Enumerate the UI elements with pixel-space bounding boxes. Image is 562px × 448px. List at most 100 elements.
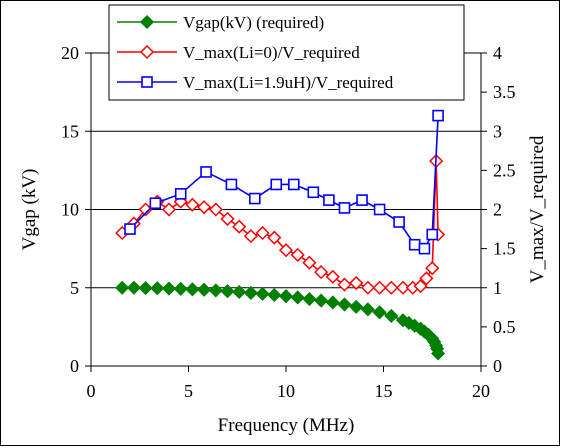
data-point — [393, 216, 405, 228]
y2-tick-label: 3 — [493, 121, 502, 141]
data-point — [360, 280, 375, 295]
data-point — [249, 192, 261, 205]
data-point — [372, 280, 387, 295]
x-axis-title: Frequency (MHz) — [218, 415, 355, 436]
series-2 — [124, 109, 444, 255]
data-point — [425, 261, 440, 276]
y2-tick-label: 2 — [493, 200, 502, 220]
series-layer — [115, 109, 446, 361]
legend-label: V_max(Li=0)/V_required — [183, 43, 360, 62]
data-point — [220, 284, 235, 299]
legend: Vgap(kV) (required) V_max(Li=0)/V_require… — [108, 4, 465, 101]
y2-axis-title: V_max/V_required — [527, 135, 548, 283]
data-point — [267, 230, 282, 245]
data-point — [173, 281, 188, 296]
data-point — [185, 282, 200, 297]
data-point — [432, 109, 444, 122]
x-tick-label: 10 — [277, 381, 295, 401]
legend-items: Vgap(kV) (required) V_max(Li=0)/V_require… — [117, 13, 394, 92]
data-point — [325, 269, 340, 284]
y2-tick-label: 2.5 — [493, 160, 516, 180]
data-point — [356, 194, 368, 206]
data-point — [225, 178, 238, 191]
data-point — [302, 291, 317, 307]
data-point — [267, 287, 282, 303]
y2-tick-label: 0 — [493, 356, 502, 376]
data-point — [149, 197, 162, 210]
data-point — [126, 280, 141, 295]
data-point — [161, 202, 177, 217]
data-point — [290, 247, 305, 262]
y-tick-label: 5 — [70, 278, 79, 298]
data-point — [200, 166, 212, 178]
data-point — [384, 280, 399, 295]
legend-item: V_max(Li=1.9uH)/V_required — [117, 73, 394, 92]
series-line — [129, 115, 439, 250]
x-tick-label: 15 — [375, 381, 393, 401]
legend-label: V_max(Li=1.9uH)/V_required — [183, 73, 394, 92]
data-point — [232, 284, 247, 300]
legend-marker — [139, 14, 155, 30]
data-point — [323, 194, 335, 206]
data-point — [419, 271, 434, 286]
y-tick-label: 20 — [61, 43, 79, 63]
data-point — [287, 178, 300, 191]
legend-marker — [141, 76, 153, 88]
y2-tick-label: 3.5 — [493, 82, 516, 102]
data-point — [290, 290, 305, 305]
data-point — [338, 202, 351, 214]
y2-tick-label: 1 — [493, 278, 502, 298]
legend-label: Vgap(kV) (required) — [183, 13, 324, 32]
data-point — [243, 229, 258, 244]
data-point — [302, 255, 317, 270]
data-point — [150, 281, 165, 296]
data-point — [307, 186, 320, 199]
data-point — [337, 297, 352, 312]
data-point — [174, 188, 187, 200]
data-point — [395, 280, 411, 295]
data-point — [208, 202, 223, 217]
data-point — [255, 286, 270, 301]
data-point — [208, 283, 223, 298]
x-tick-label: 5 — [184, 381, 193, 401]
data-point — [384, 308, 399, 323]
legend-item: V_max(Li=0)/V_required — [117, 43, 360, 62]
data-point — [197, 200, 212, 215]
legend-marker — [139, 44, 155, 60]
data-point — [360, 302, 375, 317]
data-point — [270, 178, 283, 191]
data-point — [373, 203, 386, 216]
data-point — [314, 265, 329, 280]
data-point — [243, 285, 258, 300]
y-tick-label: 15 — [61, 121, 79, 141]
y-tick-label: 0 — [70, 356, 79, 376]
data-point — [124, 223, 136, 235]
data-point — [418, 242, 431, 255]
x-tick-label: 20 — [472, 381, 490, 401]
y-axis-title: Vgap (kV) — [19, 169, 40, 251]
data-point — [426, 228, 439, 241]
data-point — [325, 295, 340, 310]
y2-tick-label: 4 — [493, 43, 502, 63]
data-point — [408, 238, 421, 251]
data-point — [161, 281, 177, 296]
data-point — [372, 305, 387, 320]
data-point — [337, 277, 352, 292]
data-point — [278, 289, 294, 304]
data-point — [185, 197, 200, 212]
data-point — [278, 243, 294, 258]
data-point — [232, 219, 247, 234]
data-point — [314, 293, 329, 308]
y2-tick-label: 1.5 — [493, 239, 516, 259]
data-point — [431, 346, 446, 361]
x-tick-label: 0 — [87, 381, 96, 401]
series-0 — [115, 280, 446, 361]
data-point — [138, 281, 153, 296]
data-point — [197, 282, 212, 297]
data-point — [349, 275, 364, 291]
y2-tick-label: 0.5 — [493, 317, 516, 337]
data-point — [413, 279, 428, 294]
legend-item: Vgap(kV) (required) — [117, 13, 324, 32]
